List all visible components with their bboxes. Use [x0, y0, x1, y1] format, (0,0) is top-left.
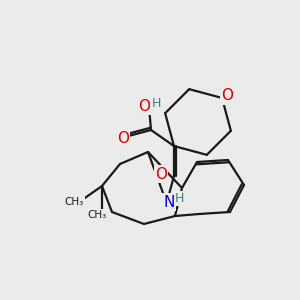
Text: CH₃: CH₃ — [87, 210, 106, 220]
Text: H: H — [175, 192, 184, 205]
Text: H: H — [152, 97, 161, 110]
Text: N: N — [163, 195, 174, 210]
Text: O: O — [155, 167, 167, 182]
Text: CH₃: CH₃ — [65, 197, 84, 207]
Text: O: O — [138, 99, 150, 114]
Text: O: O — [117, 131, 129, 146]
Text: O: O — [221, 88, 233, 104]
